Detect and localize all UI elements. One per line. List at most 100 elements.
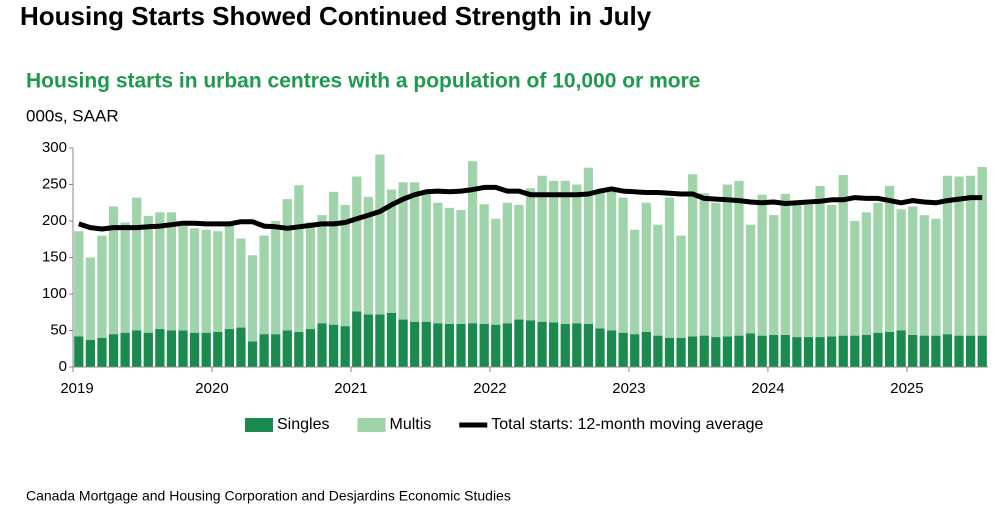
bar [317, 215, 327, 324]
bar [132, 197, 142, 331]
bar [514, 204, 524, 320]
bar [108, 334, 119, 367]
x-tick-label: 2019 [60, 380, 93, 397]
bar [618, 197, 628, 333]
bar [97, 235, 107, 338]
bar [850, 335, 860, 367]
bar [919, 335, 929, 367]
bar [711, 337, 721, 367]
bar [884, 185, 895, 332]
bar [549, 322, 559, 367]
bar [85, 257, 96, 340]
bar [178, 226, 188, 331]
bar [757, 194, 767, 336]
bar [108, 206, 119, 335]
bar [155, 329, 165, 367]
bar [456, 210, 466, 324]
bar [201, 332, 211, 367]
bar [328, 324, 339, 367]
bar [74, 336, 84, 367]
bar [247, 255, 258, 342]
bar [97, 337, 107, 367]
bar [340, 204, 350, 327]
bar [618, 332, 628, 367]
bar [467, 161, 478, 324]
bar [688, 336, 698, 367]
bar [155, 212, 165, 330]
bar [919, 215, 929, 336]
bar [444, 323, 455, 367]
bar [282, 330, 292, 367]
bar [630, 334, 640, 367]
bar [549, 180, 559, 323]
bar [815, 337, 825, 367]
bar [838, 335, 848, 367]
y-tick-label: 300 [42, 139, 67, 156]
legend-swatch [245, 418, 273, 432]
bar [525, 320, 536, 367]
y-tick-label: 50 [50, 321, 67, 338]
bar [803, 204, 814, 338]
bar [583, 167, 594, 324]
x-tick-label: 2025 [890, 380, 923, 397]
bar [560, 323, 570, 367]
bar [421, 321, 431, 367]
bar [815, 185, 825, 338]
x-tick-label: 2023 [612, 380, 645, 397]
bar [433, 202, 443, 324]
bar [467, 323, 478, 367]
bar [942, 175, 953, 335]
bar [572, 323, 582, 367]
bar [896, 330, 906, 367]
bar [537, 321, 547, 367]
y-tick-label: 250 [42, 175, 67, 192]
bar [120, 222, 130, 333]
bar [664, 197, 675, 338]
bar [317, 323, 327, 367]
chart-title: Housing Starts Showed Continued Strength… [20, 1, 652, 31]
bar [282, 199, 292, 331]
bar [143, 332, 153, 367]
bar [178, 330, 188, 367]
y-tick-label: 150 [42, 248, 67, 265]
bar [931, 335, 941, 367]
bar [595, 191, 605, 329]
bar [896, 209, 906, 331]
bar [850, 221, 860, 336]
bar [653, 224, 663, 336]
bar [606, 191, 617, 331]
bar [769, 215, 779, 335]
legend-label: Total starts: 12-month moving average [491, 416, 763, 433]
bar [213, 331, 223, 367]
bar [85, 339, 96, 367]
bar [873, 202, 883, 333]
y-tick-label: 100 [42, 285, 67, 302]
bar [722, 336, 733, 367]
bar [398, 182, 408, 320]
bar [502, 323, 512, 367]
bar [803, 337, 814, 367]
bar [641, 202, 651, 332]
bar [375, 154, 385, 315]
bar [664, 337, 675, 367]
bar [305, 329, 316, 367]
chart-subtitle: Housing starts in urban centres with a p… [26, 70, 700, 93]
bar [479, 204, 489, 324]
bar [491, 324, 501, 367]
bar [363, 314, 373, 367]
bar [410, 321, 420, 367]
bar [838, 175, 848, 336]
bar [954, 335, 964, 367]
x-tick-label: 2022 [473, 380, 506, 397]
bar [977, 335, 987, 367]
bar [699, 193, 709, 336]
bar [745, 333, 756, 367]
x-tick-label: 2020 [195, 380, 228, 397]
bar [224, 223, 234, 330]
bar [965, 175, 976, 336]
bar [861, 334, 872, 367]
legend-label: Singles [277, 416, 329, 433]
bar [537, 175, 547, 322]
bar [954, 176, 964, 336]
